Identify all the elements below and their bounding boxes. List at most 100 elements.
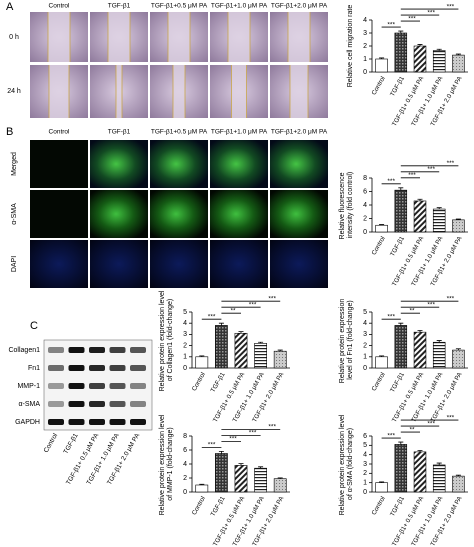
significance-label: ** xyxy=(409,307,415,314)
blot-band xyxy=(130,383,146,389)
bar xyxy=(452,349,465,369)
blot-row-label: MMP-1 xyxy=(17,383,40,390)
x-tick-label: TGF-β1 xyxy=(210,371,227,394)
x-tick-label: Control xyxy=(191,371,207,392)
significance-label: *** xyxy=(447,160,455,167)
error-bar xyxy=(455,218,461,220)
micrograph xyxy=(90,190,148,238)
bar xyxy=(215,453,228,493)
bar xyxy=(254,467,267,493)
bar xyxy=(394,32,408,73)
y-tick-label: 4 xyxy=(363,202,367,209)
wound-gap xyxy=(116,65,122,118)
error-bar xyxy=(379,57,385,59)
significance-label: *** xyxy=(268,295,276,302)
panel-label: B xyxy=(6,126,13,138)
y-axis-label: Relative protein expression level of MMP… xyxy=(159,413,174,516)
x-tick-label: TGF-β1 xyxy=(389,495,406,518)
y-tick-label: 2 xyxy=(183,475,187,482)
micrograph xyxy=(270,240,328,288)
error-bar xyxy=(398,441,404,445)
blot-band xyxy=(48,401,64,407)
wound-gap xyxy=(231,65,247,118)
blot-row-label: GAPDH xyxy=(15,419,40,426)
y-tick-label: 0 xyxy=(363,489,367,496)
significance-label: *** xyxy=(387,21,395,28)
micrograph xyxy=(150,240,208,288)
bar xyxy=(432,464,446,493)
column-header: TGF-β1+0.5 μM PA xyxy=(151,129,208,136)
significance-label: *** xyxy=(249,301,257,308)
blot-band xyxy=(89,383,105,389)
error-bar xyxy=(398,322,404,326)
y-tick-label: 2 xyxy=(363,342,367,349)
bar xyxy=(394,444,408,493)
y-tick-label: 8 xyxy=(363,175,367,182)
x-tick-label: TGF-β1 xyxy=(389,75,406,98)
column-header: TGF-β1 xyxy=(108,3,131,10)
error-bar xyxy=(238,331,244,334)
y-tick-label: 1 xyxy=(363,56,367,63)
column-header: TGF-β1+1.0 μM PA xyxy=(211,3,268,10)
micrograph xyxy=(90,140,148,188)
significance-label: *** xyxy=(427,9,435,16)
micrograph xyxy=(150,190,208,238)
error-bar xyxy=(218,322,224,326)
significance-label: *** xyxy=(229,436,237,443)
bar xyxy=(273,478,287,493)
column-header: TGF-β1+2.0 μM PA xyxy=(271,3,328,10)
error-bar xyxy=(417,44,423,46)
wound-gap xyxy=(168,12,190,62)
bar xyxy=(432,341,446,369)
y-axis-label: Relative cell migration rate xyxy=(347,5,354,88)
y-tick-label: 3 xyxy=(183,331,187,338)
wound-gap xyxy=(288,12,310,62)
error-bar xyxy=(436,48,442,51)
x-tick-label: TGF-β1 xyxy=(210,495,227,518)
panel-label: A xyxy=(6,1,14,13)
row-label: DAPI xyxy=(11,256,18,272)
significance-label: *** xyxy=(387,432,395,439)
y-tick-label: 4 xyxy=(363,452,367,459)
blot-band xyxy=(89,347,105,353)
y-tick-label: 0 xyxy=(183,489,187,496)
y-tick-label: 8 xyxy=(183,433,187,440)
micrograph xyxy=(210,140,268,188)
x-tick-label: Control xyxy=(371,235,387,256)
blot-band xyxy=(109,419,126,425)
error-bar xyxy=(455,53,461,56)
blot-band xyxy=(109,347,126,353)
x-tick-label: TGF-β1 xyxy=(389,235,406,258)
error-bar xyxy=(398,30,404,33)
bar xyxy=(234,465,248,493)
error-bar xyxy=(199,355,205,357)
blot-band xyxy=(48,365,64,371)
error-bar xyxy=(455,474,461,477)
bar xyxy=(452,219,465,233)
blot-band xyxy=(48,383,64,389)
y-axis-label: Relative fluorescence intensity (fold co… xyxy=(339,171,354,240)
bar xyxy=(432,208,446,233)
y-tick-label: 5 xyxy=(363,442,367,449)
error-bar xyxy=(218,451,224,454)
y-tick-label: 6 xyxy=(363,433,367,440)
error-bar xyxy=(436,462,442,465)
significance-label: *** xyxy=(427,420,435,427)
bar xyxy=(375,356,388,369)
blot-band xyxy=(109,383,126,389)
significance-label: *** xyxy=(427,166,435,173)
blot-band xyxy=(130,365,146,371)
micrograph xyxy=(30,240,88,288)
bar xyxy=(413,331,427,369)
error-bar xyxy=(379,355,385,357)
y-tick-label: 3 xyxy=(363,30,367,37)
blot-band xyxy=(68,347,85,353)
bar xyxy=(413,200,427,233)
y-tick-label: 1 xyxy=(183,354,187,361)
y-tick-label: 6 xyxy=(363,188,367,195)
blot-lane-label: TGF-β1 xyxy=(62,432,80,455)
y-tick-label: 5 xyxy=(183,309,187,316)
error-bar xyxy=(455,348,461,351)
y-tick-label: 0 xyxy=(183,365,187,372)
bar xyxy=(234,332,248,369)
